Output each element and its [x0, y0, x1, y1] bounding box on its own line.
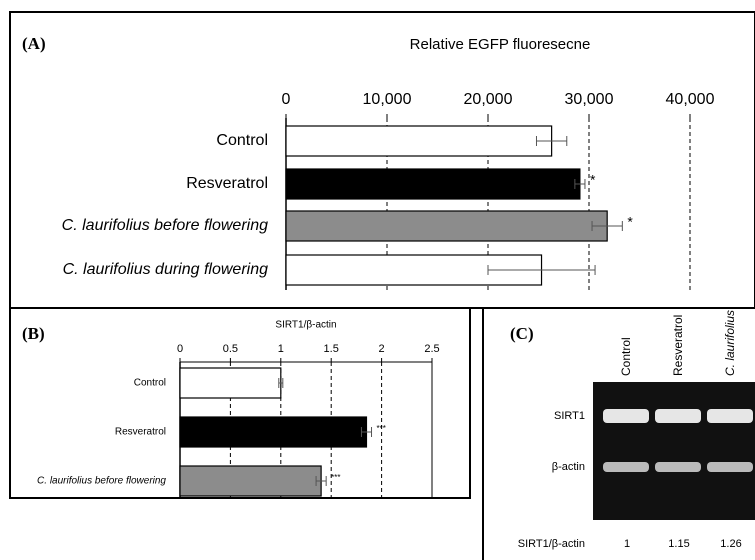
category-label: Control — [134, 378, 166, 389]
gel-band — [655, 462, 701, 472]
gel-band — [707, 409, 753, 423]
gel-band — [603, 409, 649, 423]
significance-mark: *** — [377, 424, 386, 433]
row-label: β-actin — [552, 461, 585, 473]
x-tick-label: 30,000 — [565, 91, 614, 108]
x-tick-label: 2.5 — [424, 343, 439, 355]
ratio-value: 1.15 — [668, 538, 689, 550]
significance-mark: * — [590, 172, 596, 188]
gel-band — [707, 462, 753, 472]
lane-label: C. laurifolius — [723, 310, 737, 376]
gel-band — [655, 409, 701, 423]
x-tick-label: 10,000 — [363, 91, 412, 108]
category-label: Control — [216, 132, 268, 149]
panel-label: (A) — [22, 34, 46, 53]
x-tick-label: 0 — [282, 91, 291, 108]
bar — [285, 210, 608, 242]
bar — [285, 168, 581, 200]
significance-mark: *** — [331, 473, 340, 482]
gel-image — [593, 382, 755, 520]
category-label: C. laurifolius before flowering — [37, 476, 166, 487]
x-tick-label: 1 — [278, 343, 284, 355]
category-label: Resveratrol — [115, 427, 166, 438]
gel-band — [603, 462, 649, 472]
x-tick-label: 1.5 — [324, 343, 339, 355]
category-label: C. laurifolius during flowering — [63, 261, 269, 278]
x-tick-label: 2 — [379, 343, 385, 355]
ratio-value: 1.26 — [720, 538, 741, 550]
ratio-label: SIRT1/β-actin — [518, 538, 585, 550]
category-label: Resveratrol — [186, 175, 268, 192]
x-tick-label: 0.5 — [223, 343, 238, 355]
ratio-value: 1 — [624, 538, 630, 550]
panel-label: (C) — [510, 324, 534, 343]
bar — [179, 465, 322, 497]
category-label: C. laurifolius before flowering — [62, 217, 268, 234]
lane-label: Control — [619, 337, 633, 376]
row-label: SIRT1 — [554, 410, 585, 422]
bar — [179, 367, 282, 399]
axis-title: SIRT1/β-actin — [275, 320, 336, 331]
axis-title: Relative EGFP fluoresecne — [410, 36, 591, 53]
x-tick-label: 20,000 — [464, 91, 513, 108]
bar — [179, 416, 368, 448]
significance-mark: * — [627, 214, 633, 230]
panel-c-frame — [482, 307, 755, 560]
x-tick-label: 40,000 — [666, 91, 715, 108]
panel-label: (B) — [22, 324, 45, 343]
lane-label: Resveratrol — [671, 315, 685, 376]
x-tick-label: 0 — [177, 343, 183, 355]
bar — [285, 125, 553, 157]
